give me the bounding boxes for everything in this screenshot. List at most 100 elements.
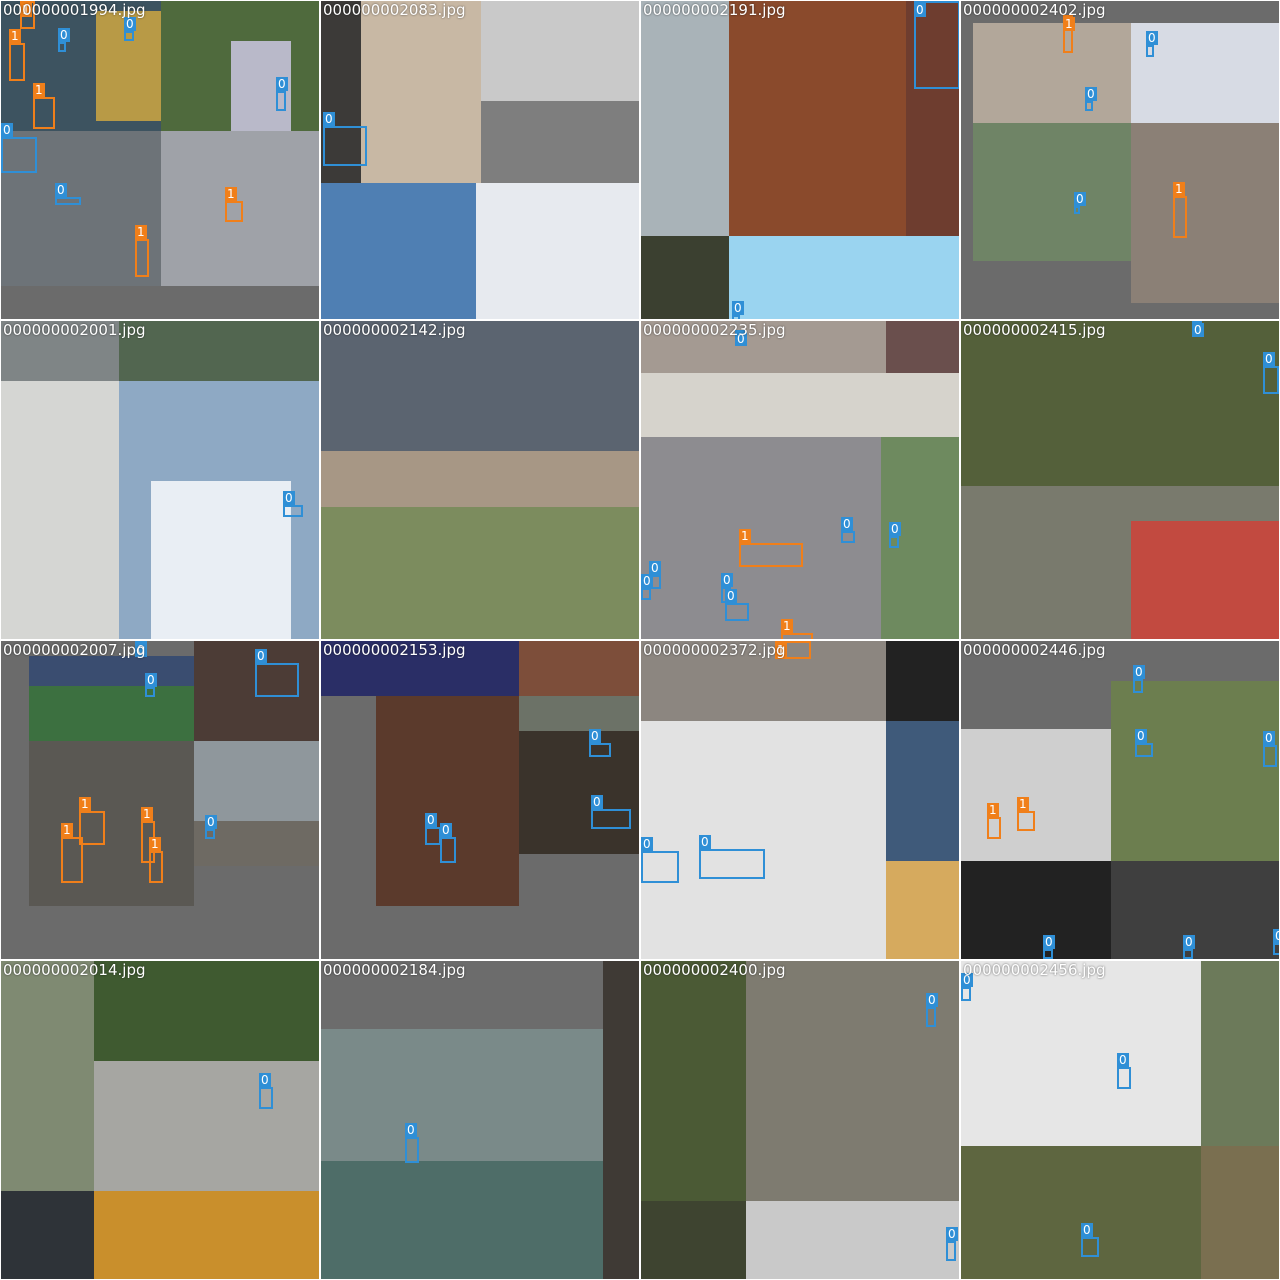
class-label: 0 xyxy=(926,993,938,1007)
bounding-box: 0 xyxy=(1146,31,1158,57)
mosaic-tile: 0 0 0 0 000000002153.jpg xyxy=(321,641,639,959)
image-patch xyxy=(973,23,1131,123)
bounding-box: 0 xyxy=(926,993,938,1027)
bounding-box: 0 xyxy=(1081,1223,1099,1257)
bounding-box: 1 xyxy=(1017,797,1035,831)
image-patch xyxy=(519,731,639,854)
class-label: 0 xyxy=(124,17,136,31)
bounding-box: 0 xyxy=(1085,87,1097,111)
bounding-box: 0 xyxy=(276,77,288,111)
bounding-box: 0 xyxy=(946,1227,958,1261)
class-label: 0 xyxy=(205,815,217,829)
bounding-box: 0 xyxy=(914,1,959,89)
filename-label: 000000002001.jpg xyxy=(3,321,146,339)
bounding-box: 0 xyxy=(732,301,744,319)
filename-label: 000000002400.jpg xyxy=(643,961,786,979)
class-label: 1 xyxy=(61,823,73,837)
image-patch xyxy=(481,101,639,183)
class-label: 0 xyxy=(323,112,335,126)
class-label: 0 xyxy=(1081,1223,1093,1237)
image-patch xyxy=(151,481,291,639)
image-patch xyxy=(1,641,29,959)
image-patch xyxy=(361,1,481,183)
bounding-box: 0 xyxy=(589,729,611,757)
bounding-box: 0 xyxy=(841,517,855,543)
bounding-box: 0 xyxy=(405,1123,419,1163)
image-patch xyxy=(1,321,119,381)
image-patch xyxy=(641,1201,746,1279)
bounding-box: 1 xyxy=(149,837,163,883)
bounding-box: 1 xyxy=(987,803,1001,839)
bounding-box: 0 xyxy=(1043,935,1055,959)
class-label: 1 xyxy=(141,807,153,821)
bounding-box: 0 xyxy=(1074,192,1086,214)
image-patch xyxy=(1131,123,1279,303)
class-label: 0 xyxy=(641,837,653,851)
image-patch xyxy=(94,1191,319,1279)
class-label: 0 xyxy=(591,795,603,809)
class-label: 1 xyxy=(775,643,787,657)
class-label: 1 xyxy=(987,803,999,817)
bounding-box: 0 xyxy=(1263,352,1279,394)
class-label: 0 xyxy=(58,28,70,42)
mosaic-tile: 0 000000002001.jpg xyxy=(1,321,319,639)
bounding-box: 0 xyxy=(58,28,70,52)
bounding-box: 0 xyxy=(699,835,765,879)
mosaic-tile: 0 0 0 1 1 1 1 0 000000002007.jpg xyxy=(1,641,319,959)
image-patch xyxy=(321,961,603,1029)
class-label: 0 xyxy=(1146,31,1158,45)
image-patch xyxy=(603,961,639,1279)
bounding-box: 1 xyxy=(1063,15,1075,53)
image-patch xyxy=(1111,681,1279,861)
class-label: 0 xyxy=(699,835,711,849)
image-patch xyxy=(973,261,1131,319)
image-patch xyxy=(881,437,959,639)
image-patch xyxy=(729,236,959,319)
bounding-box: 1 xyxy=(781,619,813,639)
class-label: 0 xyxy=(649,561,661,575)
mosaic-tile: 0 0 000000002191.jpg xyxy=(641,1,959,319)
class-label: 0 xyxy=(1133,665,1145,679)
mosaic-tile: 0 0 0 1 1 0 0 0 000000002446.jpg xyxy=(961,641,1279,959)
class-label: 1 xyxy=(225,187,237,201)
bounding-box: 0 xyxy=(889,522,901,548)
bounding-box: 1 xyxy=(79,797,105,845)
bounding-box: 0 xyxy=(591,795,631,829)
bounding-box: 0 xyxy=(1,123,37,173)
class-label: 0 xyxy=(1043,935,1055,949)
bounding-box: 0 xyxy=(1273,929,1279,955)
class-label: 0 xyxy=(914,3,926,17)
image-patch xyxy=(886,721,959,861)
class-label: 0 xyxy=(1085,87,1097,101)
class-label: 1 xyxy=(79,797,91,811)
mosaic-tile: 1 0 0 0 1 000000002402.jpg xyxy=(961,1,1279,319)
filename-label: 000000002184.jpg xyxy=(323,961,466,979)
class-label: 0 xyxy=(425,813,437,827)
image-patch xyxy=(1,131,161,286)
filename-label: 000000002456.jpg xyxy=(963,961,1106,979)
bounding-box: 1 xyxy=(225,187,243,222)
image-patch xyxy=(476,183,639,319)
class-label: 1 xyxy=(9,29,21,43)
bounding-box: 0 xyxy=(440,823,456,863)
class-label: 0 xyxy=(946,1227,958,1241)
bounding-box: 0 xyxy=(135,641,147,657)
class-label: 0 xyxy=(735,332,747,346)
bounding-box: 1 xyxy=(61,823,83,883)
image-patch xyxy=(641,236,729,319)
image-patch xyxy=(961,1146,1201,1279)
bounding-box: 1 xyxy=(1173,182,1187,238)
image-patch xyxy=(1201,961,1279,1146)
mosaic-tile: 000000002142.jpg xyxy=(321,321,639,639)
image-patch xyxy=(29,656,194,686)
image-patch xyxy=(321,451,639,507)
image-patch xyxy=(886,321,959,373)
image-patch xyxy=(1,381,119,639)
class-label: 1 xyxy=(1173,182,1185,196)
bounding-box: 0 xyxy=(641,837,679,883)
bounding-box: 0 xyxy=(1263,731,1277,767)
filename-label: 000000002153.jpg xyxy=(323,641,466,659)
bounding-box: 0 xyxy=(1135,729,1153,757)
mosaic-tile: 0 000000002083.jpg xyxy=(321,1,639,319)
class-label: 0 xyxy=(725,589,737,603)
